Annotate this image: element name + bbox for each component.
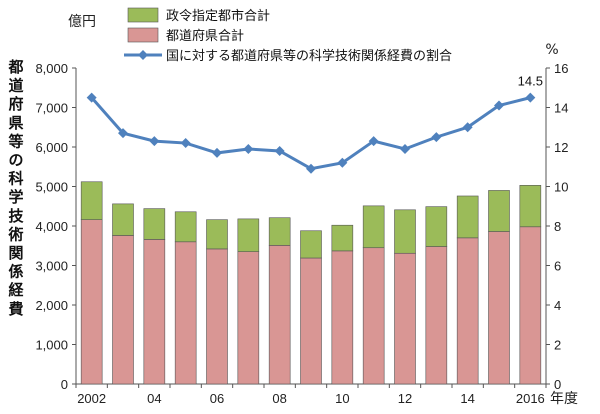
right-tick-label: 2 [554, 338, 561, 353]
legend-swatch-prefecture [127, 27, 159, 43]
right-tick-label: 6 [554, 259, 561, 274]
x-tick-label: 06 [210, 391, 224, 406]
x-tick-label: 14 [460, 391, 474, 406]
bar-designated-city-total [112, 203, 134, 236]
bar-prefecture-total [425, 246, 448, 385]
right-tick-label: 14 [554, 101, 568, 116]
ratio-point [180, 138, 191, 149]
ratio-point [494, 100, 504, 111]
labels: 14.5 [518, 74, 543, 89]
left-tick-label: 3,000 [35, 259, 68, 274]
bar-prefecture-total [362, 247, 385, 385]
left-tick-label: 8,000 [35, 61, 68, 76]
ratio-point [525, 92, 536, 103]
left-tick-label: 1,000 [35, 338, 68, 353]
bar-designated-city-total [143, 208, 166, 240]
bar-prefecture-total [112, 235, 134, 385]
x-unit-label: 年度 [550, 391, 578, 407]
line-series [86, 92, 536, 174]
ratio-line [90, 96, 531, 171]
bar-designated-city-total [362, 205, 385, 249]
legend-label-ratio: 国に対する都道府県等の科学技術関係経費の割合 [166, 48, 452, 64]
bar-designated-city-total [80, 181, 103, 220]
ratio-point [368, 136, 379, 147]
bar-designated-city-total [425, 206, 448, 247]
ratio-point [86, 92, 97, 103]
right-tick-label: 16 [554, 61, 568, 76]
ratio-point [274, 145, 285, 156]
axes: 0 1,000 2,000 3,000 4,000 5,000 6,000 7,000 8,00… [7, 14, 578, 407]
bar-prefecture-total [80, 219, 103, 385]
bar-prefecture-total [456, 237, 479, 385]
bars [80, 181, 542, 385]
ratio-point [243, 143, 254, 154]
right-tick-label: 8 [554, 219, 561, 234]
bar-prefecture-total [519, 226, 542, 385]
legend-swatch-designated-city [127, 7, 159, 23]
right-tick-label: 12 [554, 140, 568, 155]
ratio-point [462, 122, 473, 133]
bar-designated-city-total [488, 190, 510, 232]
ratio-point [337, 157, 348, 168]
left-axis-title: 都道府県等の科学技術関係経費 [7, 58, 24, 318]
ratio-point [149, 136, 160, 147]
bar-prefecture-total [300, 257, 322, 385]
bar-prefecture-total [237, 251, 260, 385]
right-tick-label: 10 [554, 180, 568, 195]
bar-designated-city-total [300, 230, 322, 259]
bar-designated-city-total [331, 224, 354, 252]
left-tick-label: 2,000 [35, 298, 68, 313]
bar-designated-city-total [456, 195, 479, 239]
ratio-point [306, 163, 316, 174]
ratio-point [431, 132, 442, 143]
bar-prefecture-total [143, 239, 166, 385]
bar-designated-city-total [268, 217, 291, 246]
bar-prefecture-total [488, 231, 510, 385]
ratio-point [118, 128, 128, 139]
ratio-point [212, 147, 222, 158]
bar-prefecture-total [268, 245, 291, 385]
bar-designated-city-total [519, 185, 542, 228]
legend-marker-ratio [138, 50, 148, 60]
x-tick-label: 04 [147, 391, 161, 406]
right-unit-label: % [545, 42, 558, 58]
x-tick-label: 2002 [77, 391, 106, 406]
left-tick-label: 0 [61, 377, 68, 392]
left-tick-label: 7,000 [35, 101, 68, 116]
bar-prefecture-total [206, 248, 228, 385]
bar-designated-city-total [206, 219, 228, 250]
x-tick-label: 08 [272, 391, 286, 406]
left-tick-label: 5,000 [35, 180, 68, 195]
left-tick-label: 4,000 [35, 219, 68, 234]
left-unit-label: 億円 [68, 14, 96, 30]
x-tick-label: 12 [398, 391, 412, 406]
bar-prefecture-total [174, 241, 197, 385]
bar-prefecture-total [331, 250, 354, 385]
bar-designated-city-total [237, 218, 260, 252]
bar-designated-city-total [394, 209, 416, 254]
right-tick-label: 0 [554, 377, 561, 392]
bar-designated-city-total [174, 211, 197, 243]
data-label: 14.5 [518, 74, 543, 89]
ratio-point [400, 143, 410, 154]
legend-label-designated-city: 政令指定都市合計 [166, 8, 270, 24]
legend-label-prefecture: 都道府県合計 [166, 28, 244, 44]
bar-prefecture-total [394, 252, 416, 385]
left-tick-label: 6,000 [35, 140, 68, 155]
x-tick-label: 2016 [516, 391, 545, 406]
x-tick-label: 10 [335, 391, 349, 406]
right-tick-label: 4 [554, 298, 561, 313]
